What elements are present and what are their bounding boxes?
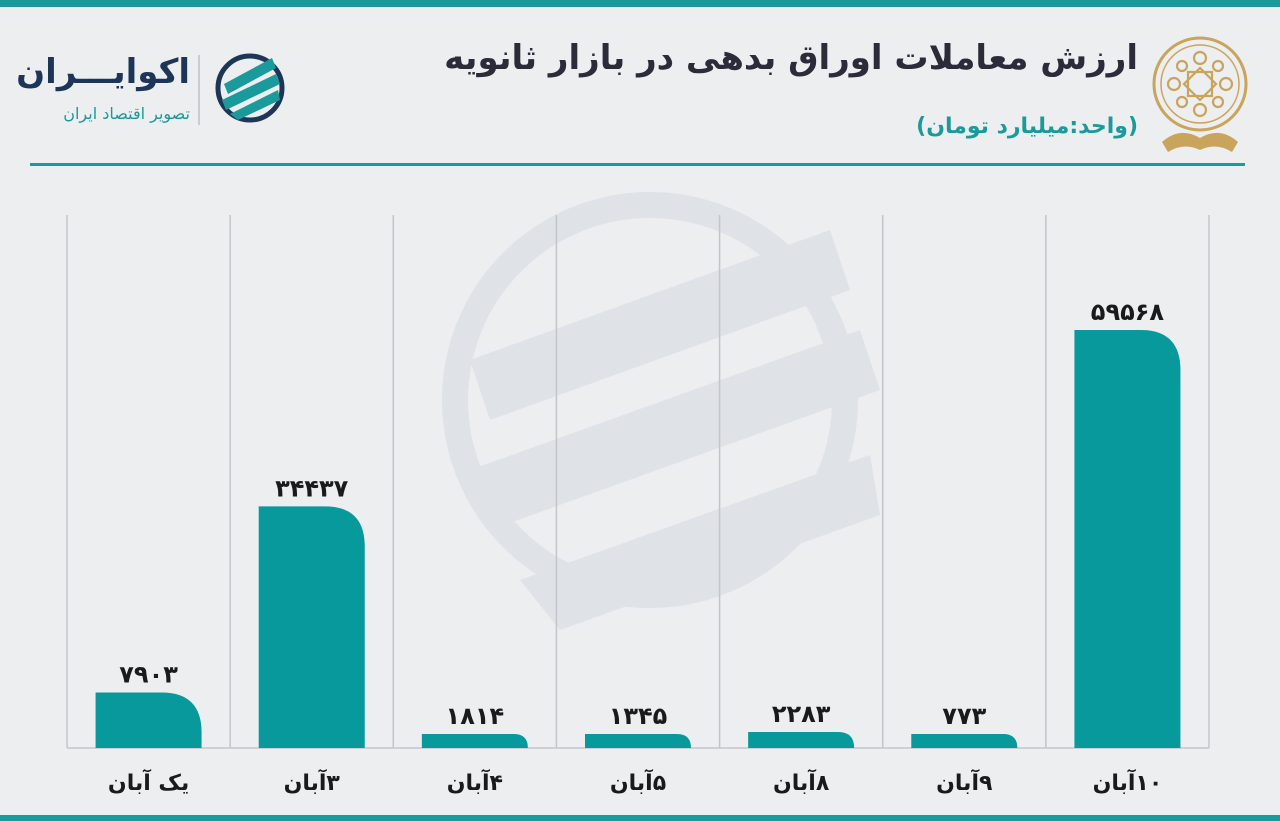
x-tick-label: ۸آبان — [773, 768, 830, 796]
header-divider — [30, 163, 1245, 166]
brand-tagline: تصویر اقتصاد ایران — [63, 104, 190, 123]
bar-value-label: ۳۴۴۳۷ — [275, 474, 349, 502]
bar — [911, 734, 1018, 748]
bar — [421, 734, 528, 748]
stock-exchange-emblem-icon — [1152, 36, 1248, 152]
unit-subtitle: (واحد:میلیارد تومان) — [916, 114, 1138, 139]
bar — [748, 731, 855, 748]
bar-value-label: ۱۳۴۵ — [609, 702, 668, 730]
chart-title: ارزش معاملات اوراق بدهی در بازار ثانویه — [444, 38, 1138, 78]
bars-group — [95, 330, 1181, 748]
brand-name: اکوایـــران — [16, 52, 190, 92]
x-tick-label: یک آبان — [108, 768, 189, 796]
bar — [258, 506, 365, 748]
bar-value-label: ۲۲۸۳ — [772, 700, 831, 728]
x-tick-label: ۴آبان — [447, 768, 503, 796]
bar — [585, 734, 691, 748]
category-labels-group: یک آبان ۳آبان ۴آبان ۵آبان ۸آبان ۹آبان ۱۰آبان — [108, 768, 1162, 796]
x-tick-label: ۳آبان — [284, 768, 341, 796]
bar-value-label: ۷۹۰۳ — [119, 661, 178, 689]
watermark-logo-icon — [442, 192, 880, 630]
bar-value-label: ۱۸۱۴ — [446, 702, 505, 730]
x-tick-label: ۵آبان — [610, 768, 666, 796]
value-labels-group: ۷۹۰۳ ۳۴۴۳۷ ۱۸۱۴ ۱۳۴۵ ۲۲۸۳ ۷۷۳ ۵۹۵۶۸ — [119, 298, 1164, 730]
bottom-border — [0, 815, 1280, 821]
brand-divider — [198, 55, 200, 125]
x-tick-label: ۹آبان — [936, 768, 992, 796]
top-border — [0, 0, 1280, 7]
bar — [95, 692, 202, 748]
ecoiran-logo-icon — [215, 53, 285, 123]
chart-grid — [66, 215, 1210, 749]
bar-value-label: ۵۹۵۶۸ — [1091, 298, 1165, 326]
x-tick-label: ۱۰آبان — [1093, 768, 1163, 796]
bar — [1074, 330, 1181, 748]
bar-value-label: ۷۷۳ — [942, 702, 986, 730]
